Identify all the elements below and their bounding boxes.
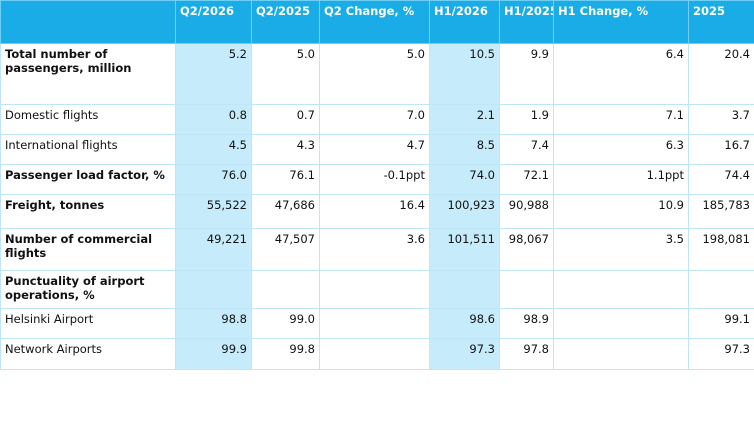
- cell: 99.0: [251, 308, 320, 339]
- row-label: Freight, tonnes: [0, 194, 176, 229]
- table-row: Total number of passengers, million 5.2 5.…: [0, 43, 754, 105]
- cell: 74.4: [688, 164, 754, 195]
- table-row: Punctuality of airport operations, %: [0, 270, 754, 309]
- cell: 4.5: [175, 134, 252, 165]
- cell: 76.0: [175, 164, 252, 195]
- table-body: Total number of passengers, million 5.2 5.…: [0, 43, 754, 370]
- row-label: International flights: [0, 134, 176, 165]
- cell: 16.7: [688, 134, 754, 165]
- cell: 3.5: [553, 228, 689, 271]
- cell: -0.1ppt: [319, 164, 430, 195]
- cell: 97.3: [429, 338, 500, 370]
- table-row: Freight, tonnes 55,522 47,686 16.4 100,923 90…: [0, 194, 754, 229]
- row-label: Passenger load factor, %: [0, 164, 176, 195]
- cell: 47,686: [251, 194, 320, 229]
- column-header: H1/2026: [429, 0, 500, 44]
- cell: 76.1: [251, 164, 320, 195]
- cell: 74.0: [429, 164, 500, 195]
- column-header: Q2/2026: [175, 0, 252, 44]
- cell: 55,522: [175, 194, 252, 229]
- cell: 97.8: [499, 338, 554, 370]
- table-row: Domestic flights 0.8 0.7 7.0 2.1 1.9 7.1 3.7: [0, 104, 754, 135]
- column-header: H1 Change, %: [553, 0, 689, 44]
- cell: [553, 338, 689, 370]
- cell: 1.9: [499, 104, 554, 135]
- cell: 10.9: [553, 194, 689, 229]
- cell: [499, 270, 554, 309]
- row-label: Domestic flights: [0, 104, 176, 135]
- cell: [553, 270, 689, 309]
- row-label: Helsinki Airport: [0, 308, 176, 339]
- cell: [251, 270, 320, 309]
- cell: 3.7: [688, 104, 754, 135]
- cell: 7.1: [553, 104, 689, 135]
- cell: 6.3: [553, 134, 689, 165]
- cell: 1.1ppt: [553, 164, 689, 195]
- table-row: Number of commercial flights 49,221 47,507…: [0, 228, 754, 271]
- cell: 0.7: [251, 104, 320, 135]
- cell: 185,783: [688, 194, 754, 229]
- cell: [175, 270, 252, 309]
- cell: 99.9: [175, 338, 252, 370]
- cell: 99.8: [251, 338, 320, 370]
- row-label: Network Airports: [0, 338, 176, 370]
- cell: 47,507: [251, 228, 320, 271]
- table-row: International flights 4.5 4.3 4.7 8.5 7.4 6.3 1…: [0, 134, 754, 165]
- row-label: Total number of passengers, million: [0, 43, 176, 105]
- data-table: Q2/2026 Q2/2025 Q2 Change, % H1/2026 H1/2025…: [0, 0, 754, 370]
- cell: 7.4: [499, 134, 554, 165]
- cell: 0.8: [175, 104, 252, 135]
- cell: 49,221: [175, 228, 252, 271]
- table-row: Network Airports 99.9 99.8 97.3 97.8 97.3: [0, 338, 754, 370]
- cell: [553, 308, 689, 339]
- cell: 10.5: [429, 43, 500, 105]
- column-header: H1/2025: [499, 0, 554, 44]
- cell: 101,511: [429, 228, 500, 271]
- header-row: Q2/2026 Q2/2025 Q2 Change, % H1/2026 H1/2025…: [0, 0, 754, 44]
- column-header: 2025: [688, 0, 754, 44]
- table-row: Passenger load factor, % 76.0 76.1 -0.1ppt 7…: [0, 164, 754, 195]
- cell: 99.1: [688, 308, 754, 339]
- cell: 7.0: [319, 104, 430, 135]
- cell: 8.5: [429, 134, 500, 165]
- cell: 198,081: [688, 228, 754, 271]
- cell: 5.0: [319, 43, 430, 105]
- row-label: Number of commercial flights: [0, 228, 176, 271]
- cell: 16.4: [319, 194, 430, 229]
- cell: 2.1: [429, 104, 500, 135]
- cell: 3.6: [319, 228, 430, 271]
- cell: 4.7: [319, 134, 430, 165]
- table-row: Helsinki Airport 98.8 99.0 98.6 98.9 99.1: [0, 308, 754, 339]
- cell: 5.0: [251, 43, 320, 105]
- cell: 9.9: [499, 43, 554, 105]
- cell: [319, 270, 430, 309]
- cell: 97.3: [688, 338, 754, 370]
- column-header: [0, 0, 176, 44]
- cell: 5.2: [175, 43, 252, 105]
- cell: 100,923: [429, 194, 500, 229]
- cell: 4.3: [251, 134, 320, 165]
- cell: [688, 270, 754, 309]
- cell: 98.8: [175, 308, 252, 339]
- cell: 20.4: [688, 43, 754, 105]
- cell: [319, 308, 430, 339]
- cell: 98.9: [499, 308, 554, 339]
- cell: [319, 338, 430, 370]
- cell: [429, 270, 500, 309]
- row-label: Punctuality of airport operations, %: [0, 270, 176, 309]
- cell: 90,988: [499, 194, 554, 229]
- cell: 6.4: [553, 43, 689, 105]
- cell: 98.6: [429, 308, 500, 339]
- cell: 72.1: [499, 164, 554, 195]
- column-header: Q2 Change, %: [319, 0, 430, 44]
- column-header: Q2/2025: [251, 0, 320, 44]
- cell: 98,067: [499, 228, 554, 271]
